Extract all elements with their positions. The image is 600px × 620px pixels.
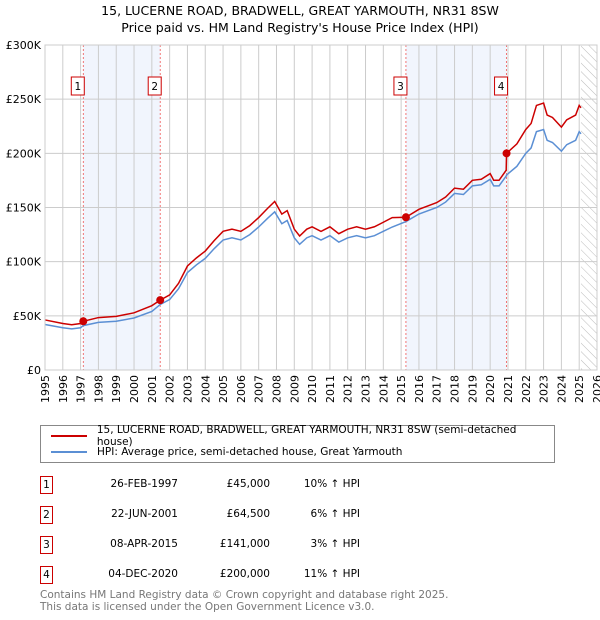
sale-point — [502, 149, 511, 158]
x-tick-label: 1995 — [39, 375, 52, 403]
sale-label-number: 4 — [498, 81, 505, 93]
x-tick-label: 2006 — [235, 375, 248, 403]
legend-item-hpi: HPI: Average price, semi-detached house,… — [51, 444, 402, 460]
x-tick-label: 2001 — [146, 375, 159, 403]
legend-item-property: 15, LUCERNE ROAD, BRADWELL, GREAT YARMOU… — [51, 424, 554, 448]
sale-label-box — [494, 76, 509, 96]
x-tick-label: 2019 — [466, 375, 479, 403]
x-tick-label: 2014 — [377, 375, 390, 403]
x-tick-label: 2022 — [520, 375, 533, 403]
x-tick-label: 2012 — [342, 375, 355, 403]
sale-number-box: 1 — [40, 476, 53, 494]
sale-number-box: 2 — [40, 506, 53, 524]
y-tick-label: £100K — [6, 256, 42, 269]
x-tick-label: 2010 — [306, 375, 319, 403]
sale-price: £141,000 — [219, 538, 270, 550]
sale-point — [156, 296, 165, 305]
x-tick-label: 1998 — [92, 375, 105, 403]
sale-hpi-diff: 11% ↑ HPI — [303, 568, 360, 580]
footer-line-2: This data is licensed under the Open Gov… — [40, 601, 375, 613]
x-tick-label: 2026 — [591, 375, 600, 403]
sale-point — [401, 213, 410, 222]
y-tick-label: £50K — [13, 310, 42, 323]
y-tick-label: £300K — [6, 39, 42, 52]
y-tick-label: £200K — [6, 147, 42, 160]
legend-label: 15, LUCERNE ROAD, BRADWELL, GREAT YARMOU… — [96, 424, 517, 448]
x-tick-label: 1997 — [75, 375, 88, 403]
x-tick-label: 2024 — [555, 375, 568, 403]
x-tick-label: 2003 — [181, 375, 194, 403]
sale-hpi-diff: 6% ↑ HPI — [310, 508, 360, 520]
x-tick-label: 2020 — [484, 375, 497, 403]
sale-label-number: 2 — [151, 81, 158, 93]
sale-date: 26-FEB-1997 — [110, 478, 178, 490]
plot-border — [44, 44, 598, 371]
sale-date: 22-JUN-2001 — [111, 508, 178, 520]
x-tick-label: 1999 — [110, 375, 123, 403]
y-tick-label: £150K — [6, 202, 42, 215]
legend-label: HPI: Average price, semi-detached house,… — [97, 446, 403, 458]
sale-price: £200,000 — [219, 568, 270, 580]
legend: 15, LUCERNE ROAD, BRADWELL, GREAT YARMOU… — [40, 424, 555, 463]
x-tick-label: 2011 — [324, 375, 337, 403]
sale-number-box: 4 — [40, 566, 53, 584]
sale-price: £64,500 — [226, 508, 270, 520]
x-tick-label: 2018 — [449, 375, 462, 403]
x-tick-label: 2025 — [573, 375, 586, 403]
x-tick-label: 2004 — [199, 375, 212, 403]
x-tick-label: 2023 — [538, 375, 551, 403]
x-tick-label: 2008 — [270, 375, 283, 403]
y-tick-label: £0 — [27, 364, 41, 377]
sale-label-box — [70, 76, 85, 96]
sale-price: £45,000 — [226, 478, 270, 490]
sale-date: 08-APR-2015 — [110, 538, 178, 550]
sale-hpi-diff: 3% ↑ HPI — [310, 538, 360, 550]
sale-hpi-diff: 10% ↑ HPI — [303, 478, 360, 490]
x-tick-label: 2017 — [431, 375, 444, 403]
sale-point — [79, 317, 88, 326]
legend-swatch-red — [51, 435, 87, 437]
x-tick-label: 2000 — [128, 375, 141, 403]
x-tick-label: 2016 — [413, 375, 426, 403]
sale-label-box — [147, 76, 162, 96]
x-tick-label: 2005 — [217, 375, 230, 403]
x-tick-label: 2002 — [164, 375, 177, 403]
plot-area: 1995 1996 1997 1998 1999 2000 2001 2002 2003 2004… — [6, 39, 600, 403]
x-tick-label: 1996 — [57, 375, 70, 403]
sale-label-number: 3 — [397, 81, 404, 93]
sale-label-box — [393, 76, 408, 96]
x-tick-label: 2009 — [288, 375, 301, 403]
x-tick-label: 2007 — [253, 375, 266, 403]
sale-label-number: 1 — [74, 81, 81, 93]
sale-date: 04-DEC-2020 — [108, 568, 178, 580]
footer-line-1: Contains HM Land Registry data © Crown c… — [40, 589, 449, 601]
chart-subtitle: Price paid vs. HM Land Registry's House … — [121, 20, 479, 35]
x-tick-label: 2015 — [395, 375, 408, 403]
chart-title: 15, LUCERNE ROAD, BRADWELL, GREAT YARMOU… — [101, 3, 499, 18]
legend-swatch-blue — [51, 451, 87, 453]
hpi-line — [44, 128, 582, 330]
sale-number-box: 3 — [40, 536, 53, 554]
y-tick-label: £250K — [6, 93, 42, 106]
property-price-line — [44, 102, 582, 326]
x-tick-label: 2021 — [502, 375, 515, 403]
x-tick-label: 2013 — [360, 375, 373, 403]
